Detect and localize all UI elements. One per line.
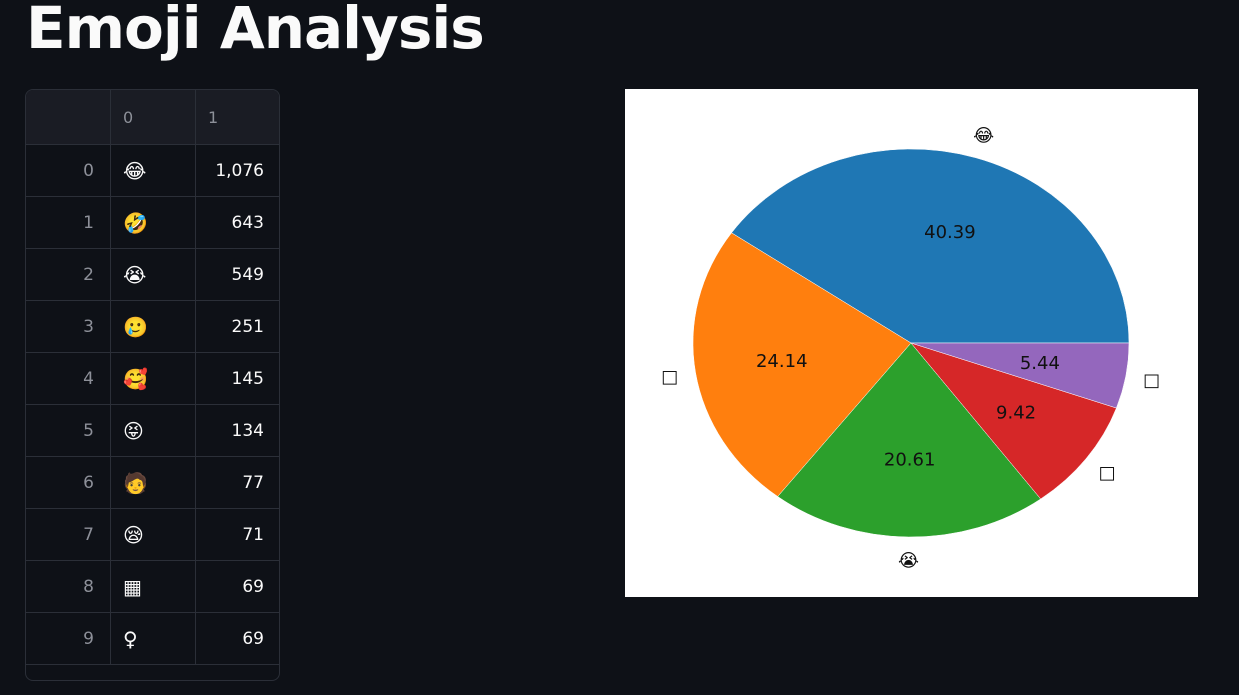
- table-row[interactable]: 9 ♀ 69: [26, 612, 279, 665]
- pie-slice-1: [692, 232, 912, 497]
- row-emoji: ▦: [110, 560, 196, 613]
- pie-category-label-2: 😭: [898, 550, 919, 571]
- table-row[interactable]: 6 🧑 77: [26, 456, 279, 509]
- emoji-table[interactable]: 0 1 0 😂 1,076 1 🤣 643 2 😭 549 3 🥲 251 4 🥰 145 5 😝 134 6 🧑 77…: [25, 89, 280, 681]
- table-row[interactable]: 3 🥲 251: [26, 300, 279, 353]
- row-count: 77: [195, 456, 279, 509]
- row-count: 69: [195, 612, 279, 665]
- row-index: 7: [26, 508, 111, 561]
- row-count: 251: [195, 300, 279, 353]
- row-emoji: 😪: [110, 508, 196, 561]
- row-emoji: 😭: [110, 248, 196, 301]
- emoji-dataframe: 0 1 0 😂 1,076 1 🤣 643 2 😭 549 3 🥲 251 4 🥰 145 5 😝 134 6 🧑 77…: [26, 90, 279, 665]
- row-emoji: ♀: [110, 612, 196, 665]
- row-emoji: 🤣: [110, 196, 196, 249]
- row-count: 69: [195, 560, 279, 613]
- pie-category-label-3: □: [1099, 462, 1116, 483]
- row-index: 3: [26, 300, 111, 353]
- row-emoji: 😝: [110, 404, 196, 457]
- pie-slice-0: [731, 148, 1130, 344]
- pie-category-label-4: □: [1143, 370, 1160, 391]
- table-row[interactable]: 4 🥰 145: [26, 352, 279, 405]
- table-row[interactable]: 8 ▦ 69: [26, 560, 279, 613]
- row-index: 8: [26, 560, 111, 613]
- table-body: 0 😂 1,076 1 🤣 643 2 😭 549 3 🥲 251 4 🥰 145 5 😝 134 6 🧑 77 7 😪 71…: [26, 144, 279, 665]
- pie-value-label-1: 24.14: [756, 351, 808, 372]
- row-count: 1,076: [195, 144, 279, 197]
- row-count: 145: [195, 352, 279, 405]
- table-row[interactable]: 0 😂 1,076: [26, 144, 279, 197]
- row-count: 71: [195, 508, 279, 561]
- row-emoji: 😂: [110, 144, 196, 197]
- page-title: Emoji Analysis: [26, 0, 485, 62]
- table-row[interactable]: 1 🤣 643: [26, 196, 279, 249]
- row-emoji: 🧑: [110, 456, 196, 509]
- header-col-0[interactable]: 0: [110, 90, 196, 145]
- row-index: 0: [26, 144, 111, 197]
- pie-category-label-0: 😂: [973, 126, 994, 147]
- row-count: 549: [195, 248, 279, 301]
- table-row[interactable]: 5 😝 134: [26, 404, 279, 457]
- table-row[interactable]: 7 😪 71: [26, 508, 279, 561]
- row-index: 1: [26, 196, 111, 249]
- pie-value-label-0: 40.39: [924, 222, 976, 243]
- table-row[interactable]: 2 😭 549: [26, 248, 279, 301]
- header-col-1[interactable]: 1: [195, 90, 279, 145]
- row-index: 2: [26, 248, 111, 301]
- pie-category-label-1: □: [661, 366, 678, 387]
- row-count: 643: [195, 196, 279, 249]
- row-index: 9: [26, 612, 111, 665]
- row-index: 4: [26, 352, 111, 405]
- row-index: 6: [26, 456, 111, 509]
- pie-value-label-4: 5.44: [1020, 353, 1060, 374]
- pie-slice-3: [910, 342, 1117, 500]
- pie-chart-svg: 40.39 😂 24.14 □ 20.61 😭 9.42 □ 5.44 □: [661, 126, 1160, 572]
- row-emoji: 🥰: [110, 352, 196, 405]
- table-header-row: 0 1: [26, 90, 279, 145]
- row-index: 5: [26, 404, 111, 457]
- row-count: 134: [195, 404, 279, 457]
- row-emoji: 🥲: [110, 300, 196, 353]
- pie-slice-4: [910, 342, 1130, 409]
- pie-value-label-2: 20.61: [884, 449, 936, 470]
- pie-slice-2: [777, 342, 1042, 538]
- pie-chart: 40.39 😂 24.14 □ 20.61 😭 9.42 □ 5.44 □: [625, 89, 1198, 597]
- pie-value-label-3: 9.42: [996, 402, 1036, 423]
- header-index[interactable]: [26, 90, 111, 145]
